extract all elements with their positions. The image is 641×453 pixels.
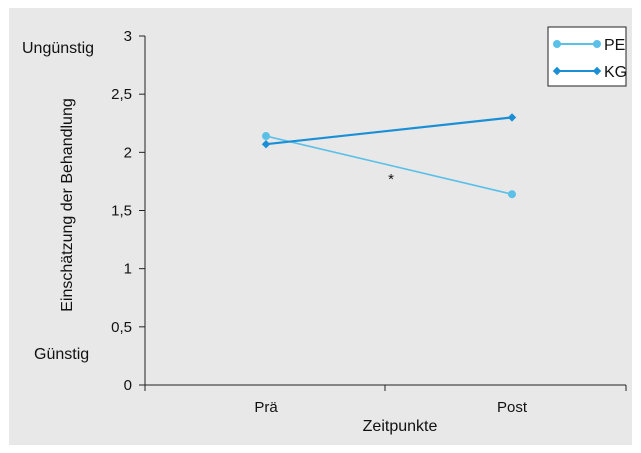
data-point-kg <box>508 113 516 121</box>
x-tick-label: Post <box>497 399 528 416</box>
y-annotation-bottom: Günstig <box>34 346 89 363</box>
x-tick-label: Prä <box>254 399 278 416</box>
x-axis-label: Zeitpunkte <box>363 418 438 435</box>
y-tick-label: 1 <box>124 261 132 278</box>
data-point-pe <box>508 190 516 198</box>
y-annotation-top: Ungünstig <box>22 40 94 57</box>
significance-annotation: * <box>388 171 394 188</box>
y-tick-label: 3 <box>124 28 132 45</box>
y-tick-label: 2,5 <box>111 86 132 103</box>
series-line-kg <box>266 117 512 144</box>
legend-label-pe: PE <box>604 37 625 54</box>
y-axis-label: Einschätzung der Behandlung <box>59 98 76 312</box>
y-tick-label: 2 <box>124 144 132 161</box>
legend: PE KG <box>548 27 627 86</box>
legend-marker-pe <box>553 40 561 48</box>
data-point-kg <box>262 140 270 148</box>
legend-label-kg: KG <box>604 64 627 81</box>
legend-marker-pe <box>593 40 601 48</box>
y-tick-label: 0 <box>124 377 132 394</box>
y-tick-label: 0,5 <box>111 319 132 336</box>
y-tick-label: 1,5 <box>111 203 132 220</box>
data-point-pe <box>262 132 270 140</box>
